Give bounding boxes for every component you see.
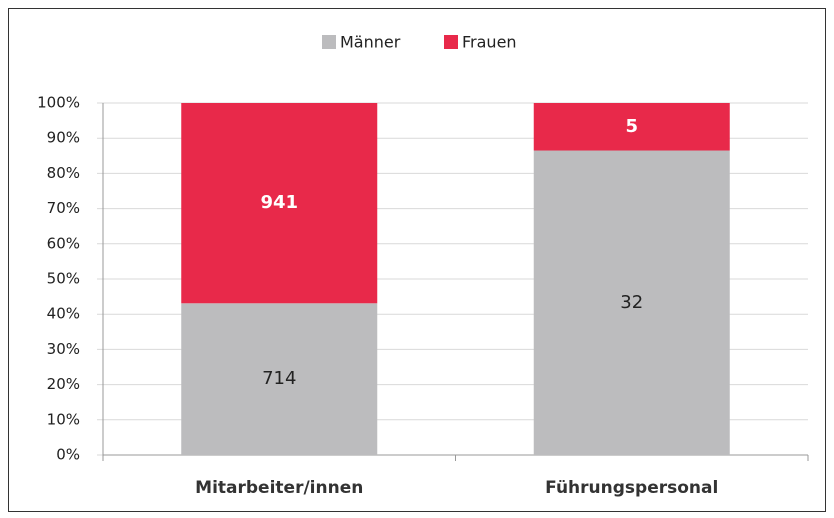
y-tick-label: 90%	[47, 129, 80, 147]
legend-swatch	[322, 35, 336, 49]
legend-label: Männer	[340, 33, 401, 52]
x-tick-label: Führungspersonal	[545, 478, 718, 498]
data-label: 32	[620, 292, 643, 313]
legend-label: Frauen	[462, 33, 517, 52]
bar-segment	[533, 103, 730, 151]
bar-segment	[181, 303, 378, 455]
y-tick-label: 100%	[37, 94, 80, 112]
data-label: 941	[260, 192, 298, 213]
y-tick-label: 20%	[47, 375, 80, 393]
y-tick-label: 40%	[47, 305, 80, 323]
x-tick-label: Mitarbeiter/innen	[195, 478, 363, 498]
y-tick-label: 30%	[47, 340, 80, 358]
y-tick-label: 60%	[47, 234, 80, 252]
bar-segment	[533, 150, 730, 455]
data-label: 714	[262, 368, 296, 389]
y-tick-label: 80%	[47, 164, 80, 182]
bar-segment	[181, 103, 378, 304]
y-tick-label: 0%	[56, 446, 80, 464]
y-tick-label: 10%	[47, 410, 80, 428]
y-tick-label: 70%	[47, 199, 80, 217]
data-label: 5	[625, 116, 638, 137]
legend-swatch	[444, 35, 458, 49]
y-tick-label: 50%	[47, 270, 80, 288]
